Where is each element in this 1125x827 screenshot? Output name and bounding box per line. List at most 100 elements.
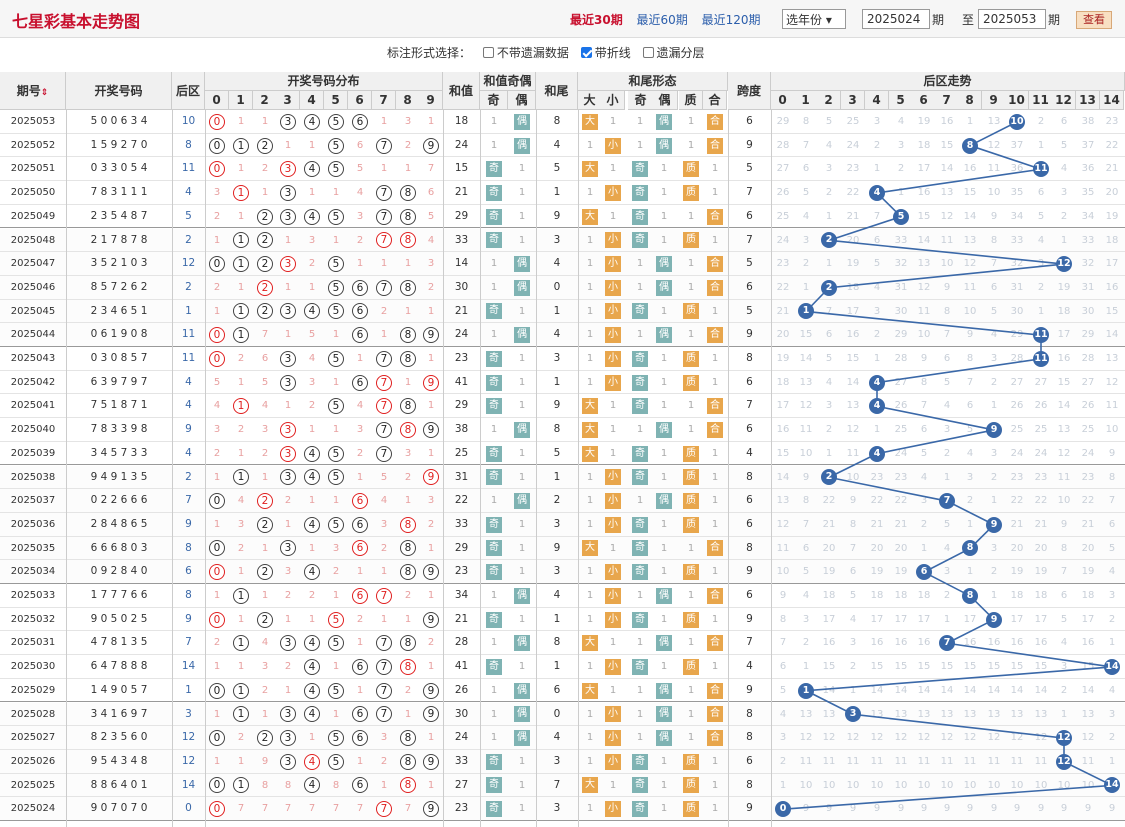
header-back-trend: 后区走势: [771, 72, 1125, 91]
query-button[interactable]: 查看: [1076, 11, 1112, 29]
back-miss: 7: [1060, 566, 1068, 578]
back-miss: 7: [779, 637, 787, 649]
tail-even-tag: 偶: [656, 279, 672, 296]
miss-cell: 1: [711, 755, 719, 767]
recent-30-link[interactable]: 最近30期: [570, 13, 623, 27]
to-period-input[interactable]: 2025053: [978, 9, 1046, 29]
digit-miss: 1: [213, 708, 221, 720]
tail-cell: 0: [553, 280, 561, 293]
digit-hit-8: 8: [400, 327, 416, 344]
recent-60-link[interactable]: 最近60期: [636, 13, 688, 27]
digit-miss: 1: [237, 566, 245, 578]
miss-cell: 1: [490, 637, 498, 649]
sum-odd-tag: 奇: [486, 445, 502, 462]
digit-hit-0: 0: [209, 161, 225, 178]
back-miss: 23: [1105, 116, 1119, 127]
back-miss: 9: [920, 803, 928, 815]
draw-numbers: 8 2 3 5 6 0: [90, 731, 148, 744]
back-miss: 18: [1010, 590, 1024, 601]
layer-checkbox[interactable]: [642, 47, 654, 58]
back-miss: 13: [963, 234, 977, 246]
back-miss: 11: [776, 542, 790, 554]
back-miss: 14: [917, 684, 931, 696]
year-select[interactable]: 选年份 ▾: [782, 9, 846, 29]
digit-hit-5: 5: [328, 730, 344, 747]
back-miss: 20: [894, 542, 908, 554]
draw-numbers: 5 0 0 6 3 4: [90, 115, 148, 127]
back-miss: 10: [1081, 779, 1095, 791]
tail-cell: 3: [553, 233, 561, 246]
from-period-input[interactable]: 2025024: [862, 9, 930, 29]
span-cell: 9: [746, 612, 753, 625]
back-miss: 21: [822, 518, 836, 530]
miss-cell: 1: [711, 163, 719, 175]
sum-odd-tag: 奇: [486, 161, 502, 178]
miss-cell: 1: [609, 779, 617, 791]
digit-hit-9: 9: [423, 327, 439, 344]
back-miss: 16: [917, 187, 931, 199]
back-miss: 9: [943, 803, 951, 815]
back-miss: 3: [1060, 187, 1068, 199]
back-miss: 3: [779, 732, 787, 744]
digit-miss: 4: [237, 495, 245, 507]
digit-hit-3: 3: [280, 184, 296, 201]
header-digit-5: 5: [324, 91, 348, 110]
sum-cell: 33: [454, 517, 469, 530]
no-miss-checkbox[interactable]: [482, 47, 494, 58]
back-miss: 19: [917, 116, 931, 127]
header-period[interactable]: 期号⇕: [0, 72, 66, 110]
back-miss: 14: [894, 684, 908, 696]
miss-cell: 1: [586, 258, 594, 270]
miss-cell: 1: [518, 803, 526, 815]
miss-cell: 1: [711, 376, 719, 388]
back-miss: 2: [943, 447, 951, 459]
draw-numbers: 0 9 2 8 4 0: [90, 565, 148, 578]
digit-hit-8: 8: [400, 516, 416, 533]
back-miss: 2: [1037, 281, 1045, 293]
back-miss: 36: [1010, 163, 1024, 175]
back-miss: 10: [894, 779, 908, 791]
digit-miss: 3: [284, 566, 292, 578]
digit-miss: 2: [308, 590, 316, 601]
tail-even-tag: 偶: [656, 730, 672, 747]
tail-cell: 8: [553, 423, 561, 436]
polyline-checkbox[interactable]: [580, 47, 592, 58]
miss-cell: 1: [711, 613, 719, 625]
recent-120-link[interactable]: 最近120期: [701, 13, 761, 27]
back-miss: 3: [802, 613, 810, 625]
digit-hit-9: 9: [423, 801, 439, 818]
back-miss: 16: [963, 163, 977, 175]
back-miss: 13: [799, 376, 813, 388]
back-miss: 2: [1060, 684, 1068, 696]
digit-miss: 1: [332, 187, 340, 199]
sum-odd-tag: 奇: [486, 350, 502, 367]
header-back-3: 3: [841, 91, 865, 110]
back-miss: 1: [943, 471, 951, 483]
back-miss: 19: [1081, 566, 1095, 578]
back-number: 5: [185, 209, 192, 222]
digit-hit-7: 7: [376, 421, 392, 438]
digit-hit-3: 3: [280, 113, 296, 130]
sum-even-tag: 偶: [514, 421, 530, 438]
back-miss: 31: [894, 281, 908, 293]
back-miss: 11: [846, 447, 860, 459]
digit-hit-6: 6: [352, 327, 368, 344]
sum-even-tag: 偶: [514, 256, 530, 273]
tail-cell: 3: [553, 754, 561, 767]
back-miss: 15: [1057, 376, 1071, 388]
tail-cell: 1: [553, 304, 561, 317]
digit-miss: 5: [380, 471, 388, 483]
tail-odd-tag: 奇: [632, 469, 648, 486]
back-miss: 13: [799, 708, 813, 720]
back-miss: 2: [990, 376, 998, 388]
back-miss: 7: [825, 305, 833, 317]
back-miss: 36: [1081, 163, 1095, 175]
digit-hit-7: 7: [376, 137, 392, 154]
digit-miss: 1: [332, 661, 340, 673]
digit-miss: 7: [261, 329, 269, 341]
digit-miss: 2: [213, 637, 221, 649]
tail-odd-tag: 奇: [632, 374, 648, 391]
digit-hit-4: 4: [304, 658, 320, 675]
back-miss: 26: [1010, 400, 1024, 412]
span-cell: 7: [746, 399, 753, 412]
